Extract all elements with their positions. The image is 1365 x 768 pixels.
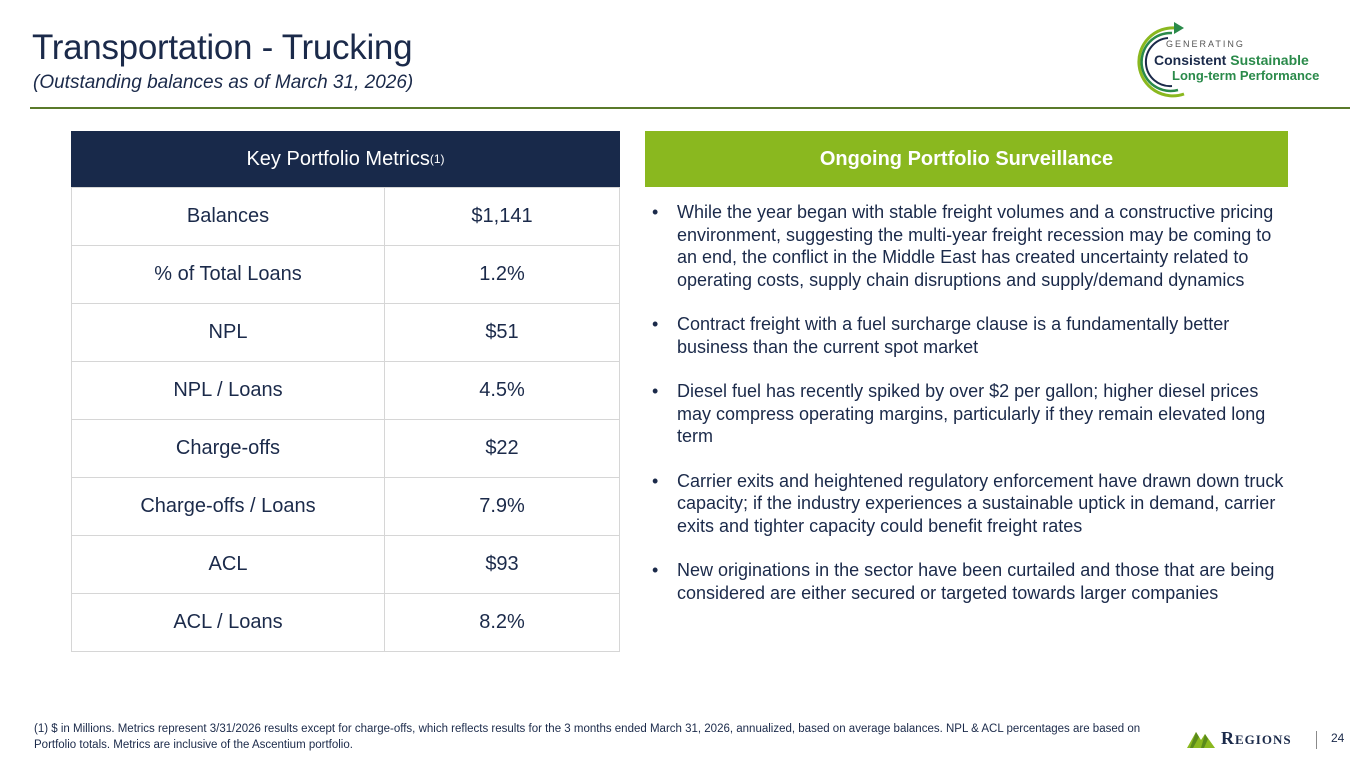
metric-value: 4.5% [384, 361, 620, 420]
metric-value: $1,141 [384, 187, 620, 246]
bullet-text: Diesel fuel has recently spiked by over … [677, 381, 1266, 446]
metric-value: 8.2% [384, 593, 620, 652]
circular-arrow-icon [1137, 22, 1185, 98]
table-row: Balances $1,141 [71, 187, 620, 246]
pyramid-icon [1187, 732, 1215, 748]
table-row: Charge-offs $22 [71, 419, 620, 478]
bullet-text: Contract freight with a fuel surcharge c… [677, 314, 1230, 357]
metric-label: Balances [71, 187, 385, 246]
brand-divider [1316, 731, 1317, 749]
metric-value: $51 [384, 303, 620, 362]
surveillance-panel: Ongoing Portfolio Surveillance • While th… [645, 131, 1288, 626]
bullet-icon: • [652, 470, 659, 491]
metric-label: NPL [71, 303, 385, 362]
list-item: • Diesel fuel has recently spiked by over… [645, 380, 1288, 448]
footnote: (1) $ in Millions. Metrics represent 3/3… [34, 723, 1141, 751]
list-item: • Contract freight with a fuel surcharge … [645, 313, 1288, 358]
table-row: NPL / Loans 4.5% [71, 361, 620, 420]
metric-value: $22 [384, 419, 620, 478]
bullet-icon: • [652, 202, 659, 222]
footnote-marker: (1) [429, 152, 445, 166]
bullet-text: Carrier exits and heightened regulatory … [677, 470, 1284, 536]
logo-long-term-text: Long-term Performance [1172, 68, 1320, 83]
table-row: % of Total Loans 1.2% [71, 245, 620, 304]
table-row: ACL / Loans 8.2% [71, 593, 620, 652]
regions-brand-logo: Regions [1187, 726, 1292, 750]
brand-name: Regions [1221, 727, 1292, 748]
metric-label: NPL / Loans [71, 361, 385, 420]
bullet-icon: • [652, 314, 659, 334]
key-metrics-panel: Key Portfolio Metrics (1) Balances $1,141 … [71, 131, 620, 652]
page-title: Transportation - Trucking [32, 28, 413, 67]
logo-line-one: Consistent Sustainable [1154, 52, 1309, 68]
metric-value: $93 [384, 535, 620, 594]
metric-label: Charge-offs [71, 419, 385, 478]
title-divider [30, 107, 1350, 109]
list-item: • New originations in the sector have bee… [645, 559, 1288, 604]
metrics-table: Balances $1,141 % of Total Loans 1.2% NPL $… [71, 187, 620, 652]
metric-label: ACL / Loans [71, 593, 385, 652]
key-metrics-header: Key Portfolio Metrics (1) [71, 131, 620, 187]
bullet-icon: • [652, 560, 659, 580]
table-row: NPL $51 [71, 303, 620, 362]
table-row: Charge-offs / Loans 7.9% [71, 477, 620, 536]
key-metrics-title: Key Portfolio Metrics [246, 147, 430, 170]
metric-label: Charge-offs / Loans [71, 477, 385, 536]
logo-consistent-text: Consistent [1154, 52, 1227, 68]
surveillance-header: Ongoing Portfolio Surveillance [645, 131, 1288, 187]
list-item: • While the year began with stable freigh… [645, 201, 1288, 291]
logo-sustainable-text: Sustainable [1230, 52, 1309, 68]
metric-label: % of Total Loans [71, 245, 385, 304]
surveillance-bullet-list: • While the year began with stable freigh… [645, 201, 1288, 604]
table-row: ACL $93 [71, 535, 620, 594]
metric-label: ACL [71, 535, 385, 594]
metric-value: 1.2% [384, 245, 620, 304]
bullet-text: While the year began with stable freight… [677, 202, 1274, 290]
logo-generating-text: GENERATING [1166, 39, 1245, 49]
page-subtitle: (Outstanding balances as of March 31, 20… [33, 72, 414, 93]
bullet-icon: • [652, 381, 659, 401]
list-item: • Carrier exits and heightened regulatory… [645, 470, 1288, 538]
metric-value: 7.9% [384, 477, 620, 536]
page-number: 24 [1331, 731, 1345, 745]
generating-performance-logo: GENERATING Consistent Sustainable Long-t… [1132, 20, 1347, 102]
bullet-text: New originations in the sector have been… [677, 560, 1275, 603]
